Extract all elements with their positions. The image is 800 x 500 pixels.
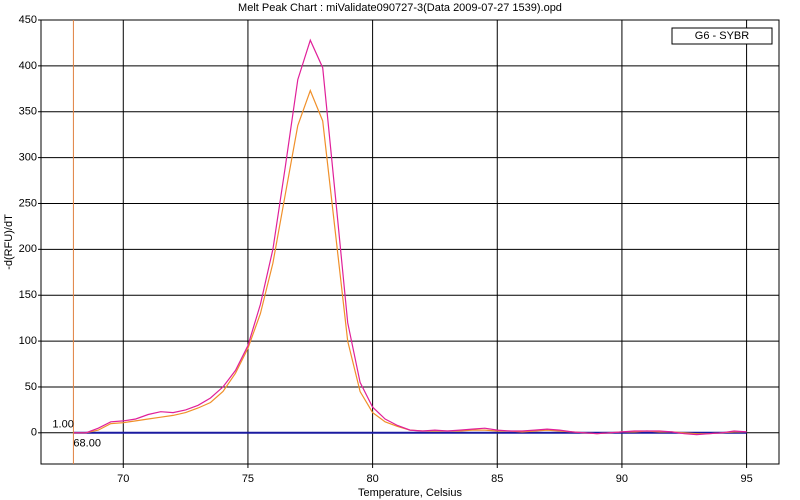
chart-title: Melt Peak Chart : miValidate090727-3(Dat…: [238, 2, 562, 14]
y-tick-label: 100: [19, 335, 37, 347]
series-line: [73, 38, 747, 436]
x-tick-label: 85: [491, 473, 503, 485]
x-tick-label: 90: [616, 473, 628, 485]
y-tick-label: 400: [19, 60, 37, 72]
cursor-x-label: 68.00: [73, 438, 101, 450]
y-tick-label: 50: [25, 381, 37, 393]
x-tick-label: 70: [117, 473, 129, 485]
x-axis-label: Temperature, Celsius: [358, 487, 462, 499]
y-tick-label: 300: [19, 152, 37, 164]
series-line: [73, 88, 747, 435]
y-tick-label: 250: [19, 197, 37, 209]
y-tick-label: 450: [19, 14, 37, 26]
legend-label: G6 - SYBR: [695, 30, 749, 42]
y-tick-label: 0: [31, 427, 37, 439]
cursor-y-label: 1.00: [52, 419, 73, 431]
y-axis-label: -d(RFU)/dT: [3, 214, 15, 270]
y-tick-label: 350: [19, 106, 37, 118]
y-tick-label: 150: [19, 289, 37, 301]
y-tick-label: 200: [19, 243, 37, 255]
legend-box: [671, 27, 773, 45]
x-tick-label: 95: [740, 473, 752, 485]
x-tick-label: 75: [242, 473, 254, 485]
x-tick-label: 80: [366, 473, 378, 485]
plot-frame: [40, 19, 780, 465]
